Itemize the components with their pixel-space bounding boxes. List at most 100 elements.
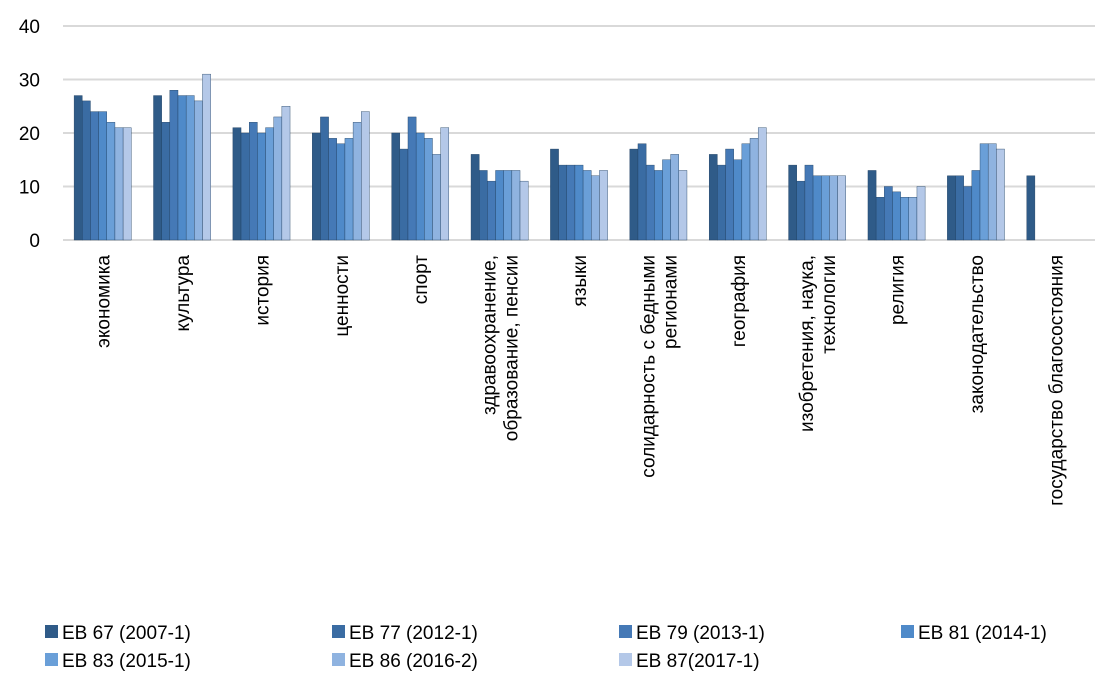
bar: [82, 100, 91, 241]
bar: [281, 106, 291, 241]
legend-swatch: [619, 653, 632, 666]
bar: [591, 175, 600, 241]
bar: [232, 127, 242, 241]
x-tick-label: история: [252, 255, 273, 326]
bar: [550, 148, 559, 241]
x-tick-label: религия: [888, 255, 909, 325]
bar: [249, 122, 258, 241]
bar: [955, 175, 964, 241]
bar: [645, 164, 655, 241]
bar: [487, 180, 496, 241]
x-tick-label: культура: [173, 255, 194, 332]
bar: [320, 116, 329, 241]
x-tick-label: государство благосостояния: [1046, 255, 1067, 506]
legend-label: EB 67 (2007-1): [62, 623, 191, 644]
bar: [470, 154, 480, 241]
bar: [415, 132, 425, 241]
bar: [725, 148, 734, 241]
bar: [757, 127, 767, 241]
bar: [900, 196, 909, 241]
legend-label: EB 81 (2014-1): [918, 623, 1047, 644]
bar: [424, 138, 433, 241]
bar: [821, 175, 830, 241]
bar: [361, 111, 370, 241]
bar: [153, 95, 162, 241]
y-tick-label: 20: [19, 124, 40, 145]
legend-label: EB 87(2017-1): [636, 651, 760, 672]
bar: [479, 170, 488, 241]
bar: [708, 154, 718, 241]
x-tick-label: здравоохранение,образование, пенсии: [480, 255, 523, 441]
legend-swatch: [901, 625, 914, 638]
bar: [749, 138, 759, 241]
bar: [947, 175, 956, 241]
bar: [169, 89, 179, 241]
bar: [344, 138, 354, 241]
bar: [733, 159, 743, 241]
bar: [812, 175, 822, 241]
bar: [328, 138, 337, 241]
x-tick-label: солидарность с беднымирегионами: [638, 255, 681, 478]
bar: [202, 73, 211, 241]
bar: [432, 154, 441, 241]
legend-swatch: [332, 653, 345, 666]
bar: [971, 170, 981, 241]
bar: [654, 170, 663, 241]
bar: [265, 127, 274, 241]
bar: [979, 143, 989, 241]
bar: [257, 132, 266, 241]
bar: [407, 116, 417, 241]
legend-label: EB 79 (2013-1): [636, 623, 765, 644]
bar: [73, 95, 83, 241]
bar: [177, 95, 187, 241]
bar: [837, 175, 846, 241]
bar: [273, 116, 283, 241]
x-tick-label: изобретения, наука,технологии: [797, 255, 840, 432]
bar: [122, 127, 132, 241]
legend-swatch: [45, 653, 58, 666]
bar: [987, 143, 997, 241]
bar: [599, 170, 608, 241]
bar: [391, 132, 401, 241]
bar: [829, 175, 838, 241]
bar: [582, 170, 592, 241]
bar: [963, 186, 973, 241]
bar: [678, 170, 688, 241]
bar: [741, 143, 751, 241]
bar: [908, 196, 918, 241]
bar: [194, 100, 203, 241]
bar: [511, 170, 521, 241]
bar: [240, 132, 250, 241]
bar: [1026, 175, 1036, 241]
bar: [717, 164, 726, 241]
bar: [867, 170, 877, 241]
bar: [519, 180, 529, 241]
y-tick-label: 30: [19, 71, 40, 92]
bar: [90, 111, 99, 241]
bar: [503, 170, 513, 241]
bar: [916, 186, 926, 241]
x-tick-label: экономика: [94, 255, 115, 348]
bar: [670, 154, 679, 241]
bar: [98, 111, 107, 241]
bar: [796, 180, 806, 241]
bar: [558, 164, 567, 241]
legend-swatch: [45, 625, 58, 638]
bar: [352, 122, 362, 241]
bar: [185, 95, 195, 241]
legend-swatch: [619, 625, 632, 638]
x-tick-label: география: [729, 255, 750, 347]
x-tick-label: спорт: [411, 255, 432, 305]
y-tick-label: 40: [19, 17, 40, 38]
bar: [114, 127, 124, 241]
x-tick-label: языки: [570, 255, 591, 307]
bar: [574, 164, 584, 241]
bar: [399, 148, 409, 241]
legend-label: EB 83 (2015-1): [62, 651, 191, 672]
bar: [495, 170, 504, 241]
legend-swatch: [332, 625, 345, 638]
bar: [892, 191, 901, 241]
bar: [996, 148, 1005, 241]
x-tick-label: законодательство: [967, 255, 988, 413]
